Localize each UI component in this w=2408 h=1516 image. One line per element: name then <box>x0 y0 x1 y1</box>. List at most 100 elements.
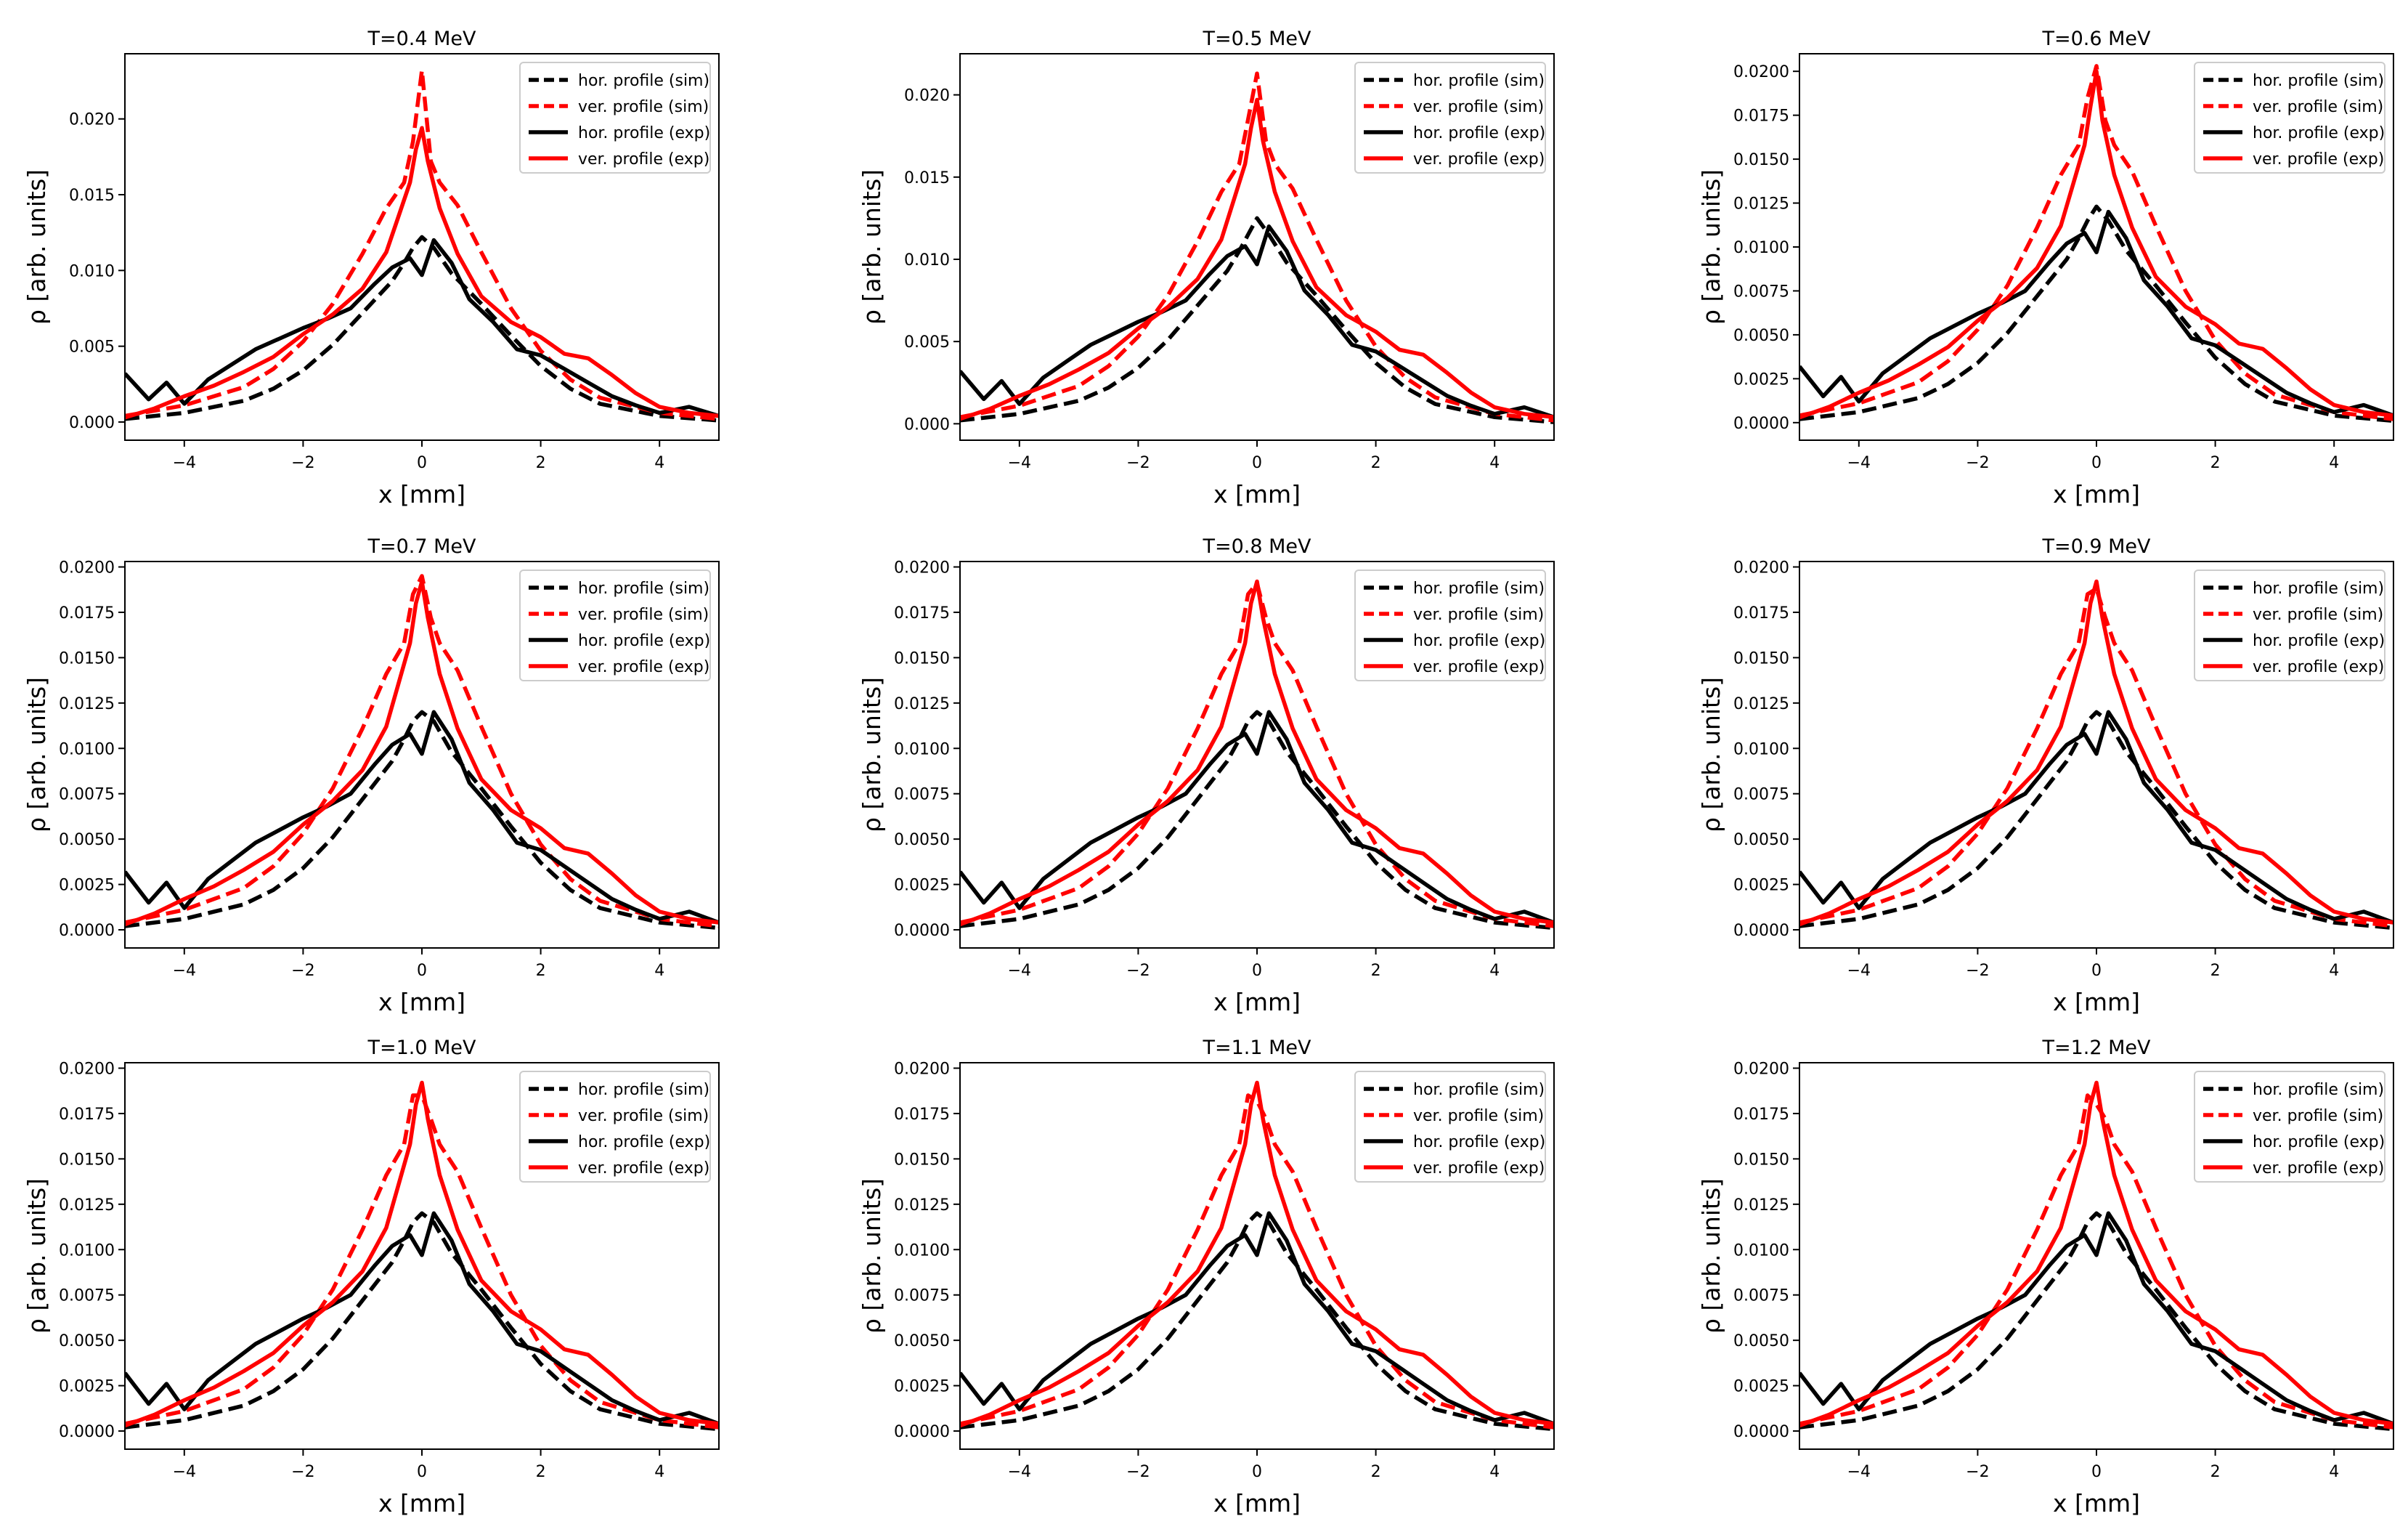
y-tick-label: 0.0000 <box>59 1423 115 1441</box>
x-tick-label: 2 <box>1371 454 1381 472</box>
y-tick-label: 0.020 <box>904 87 950 105</box>
y-tick-label: 0.015 <box>904 169 950 187</box>
series-line-hor-exp <box>1799 209 2393 418</box>
y-tick-label: 0.0150 <box>59 649 115 668</box>
series-line-hor-sim <box>1799 710 2393 931</box>
x-axis-label: x [mm] <box>378 1489 465 1516</box>
y-tick-label: 0.0125 <box>1733 695 1789 713</box>
legend-label: ver. profile (exp) <box>2253 658 2384 676</box>
series-group <box>1799 64 2393 423</box>
y-axis-label: ρ [arb. units] <box>23 1178 51 1334</box>
series-line-hor-sim <box>125 235 719 423</box>
x-tick-label: 0 <box>2091 454 2102 472</box>
legend-label: hor. profile (sim) <box>2253 72 2384 90</box>
series-line-hor-exp <box>960 1211 1554 1426</box>
x-axis-label: x [mm] <box>2053 988 2140 1016</box>
y-tick-label: 0.0125 <box>1733 195 1789 214</box>
series-group <box>960 1080 1554 1432</box>
x-tick-label: −2 <box>291 454 314 472</box>
x-tick-label: 4 <box>1489 454 1500 472</box>
legend-label: hor. profile (sim) <box>578 580 709 598</box>
legend-label: ver. profile (sim) <box>1413 98 1544 116</box>
series-line-hor-sim <box>125 710 719 931</box>
legend: hor. profile (sim) ver. profile (sim) hor.… <box>2194 1071 2385 1183</box>
legend-label: hor. profile (sim) <box>1413 580 1545 598</box>
x-tick-label: 0 <box>417 962 427 980</box>
legend-label: hor. profile (sim) <box>578 1081 709 1099</box>
legend-label: ver. profile (exp) <box>2253 1159 2384 1177</box>
legend-label: ver. profile (exp) <box>2253 150 2384 169</box>
y-axis-label: ρ [arb. units] <box>858 1178 886 1334</box>
y-axis-label: ρ [arb. units] <box>1697 677 1725 832</box>
y-tick-label: 0.000 <box>904 416 950 434</box>
x-tick-label: −4 <box>173 1463 196 1481</box>
x-tick-label: 0 <box>2091 962 2102 980</box>
y-tick-label: 0.020 <box>69 111 115 129</box>
y-tick-label: 0.0000 <box>894 1423 950 1441</box>
series-line-ver-exp <box>125 1080 719 1428</box>
x-axis-label: x [mm] <box>2053 480 2140 508</box>
x-tick-label: −2 <box>1126 454 1150 472</box>
x-tick-label: −4 <box>173 454 196 472</box>
y-tick-label: 0.0150 <box>1733 1151 1789 1169</box>
y-tick-label: 0.0075 <box>1733 283 1789 301</box>
y-tick-label: 0.0175 <box>894 1106 950 1124</box>
legend-box <box>519 62 711 174</box>
legend-label: ver. profile (sim) <box>578 1107 709 1125</box>
legend: hor. profile (sim) ver. profile (sim) hor.… <box>2194 62 2385 174</box>
x-tick-label: 4 <box>654 962 664 980</box>
y-tick-label: 0.010 <box>904 251 950 269</box>
y-tick-label: 0.0200 <box>1733 559 1789 577</box>
x-axis-label: x [mm] <box>2053 1489 2140 1516</box>
series-line-hor-sim <box>125 1211 719 1432</box>
x-tick-label: 2 <box>2210 454 2221 472</box>
legend-label: hor. profile (sim) <box>1413 1081 1545 1099</box>
series-line-hor-sim <box>1799 204 2393 423</box>
y-tick-label: 0.0175 <box>1733 108 1789 126</box>
series-line-hor-exp <box>125 1211 719 1426</box>
subplot-title: T=0.7 MeV <box>367 535 476 558</box>
series-line-ver-sim <box>960 1093 1554 1430</box>
legend-label: ver. profile (exp) <box>1413 658 1545 676</box>
legend-label: hor. profile (sim) <box>578 72 709 90</box>
legend-label: hor. profile (exp) <box>2253 124 2385 142</box>
series-line-ver-sim <box>125 1093 719 1430</box>
legend-label: hor. profile (exp) <box>1413 1133 1545 1151</box>
legend-label: hor. profile (exp) <box>1413 632 1545 650</box>
y-tick-label: 0.015 <box>69 187 115 205</box>
legend-box <box>1354 569 1546 681</box>
y-tick-label: 0.0050 <box>1733 1332 1789 1350</box>
y-tick-label: 0.0000 <box>894 922 950 940</box>
legend-box <box>2194 1071 2385 1183</box>
x-tick-label: −4 <box>1847 1463 1871 1481</box>
legend-box <box>2194 62 2385 174</box>
legend-label: ver. profile (sim) <box>2253 98 2383 116</box>
x-tick-label: 0 <box>2091 1463 2102 1481</box>
x-tick-label: 2 <box>536 1463 546 1481</box>
legend-label: hor. profile (exp) <box>578 1133 710 1151</box>
y-tick-label: 0.0200 <box>59 559 115 577</box>
legend-label: ver. profile (exp) <box>578 1159 709 1177</box>
y-tick-label: 0.0150 <box>1733 649 1789 668</box>
series-line-hor-sim <box>960 710 1554 931</box>
y-tick-label: 0.0150 <box>59 1151 115 1169</box>
x-tick-label: 0 <box>1252 1463 1262 1481</box>
series-group <box>125 1080 719 1432</box>
y-tick-label: 0.0000 <box>59 922 115 940</box>
y-tick-label: 0.0025 <box>1733 877 1789 895</box>
subplot-6: −4 −2 0 2 4 0.0000 0.0025 0.0050 0.0075 0.0100 0.0… <box>1697 535 2394 1016</box>
y-tick-label: 0.0175 <box>59 1106 115 1124</box>
legend-box <box>1354 62 1546 174</box>
y-tick-label: 0.0075 <box>894 786 950 804</box>
x-axis-label: x [mm] <box>378 988 465 1016</box>
y-axis-label: ρ [arb. units] <box>1697 1178 1725 1334</box>
legend: hor. profile (sim) ver. profile (sim) hor.… <box>519 569 711 681</box>
y-tick-label: 0.0175 <box>1733 1106 1789 1124</box>
y-tick-label: 0.0100 <box>59 1241 115 1260</box>
x-tick-label: −4 <box>1008 1463 1031 1481</box>
subplot-title: T=1.1 MeV <box>1202 1037 1311 1059</box>
y-tick-label: 0.0000 <box>1733 1423 1789 1441</box>
legend-label: hor. profile (sim) <box>2253 580 2384 598</box>
y-tick-label: 0.0025 <box>59 1378 115 1396</box>
series-line-ver-sim <box>1799 586 2393 928</box>
